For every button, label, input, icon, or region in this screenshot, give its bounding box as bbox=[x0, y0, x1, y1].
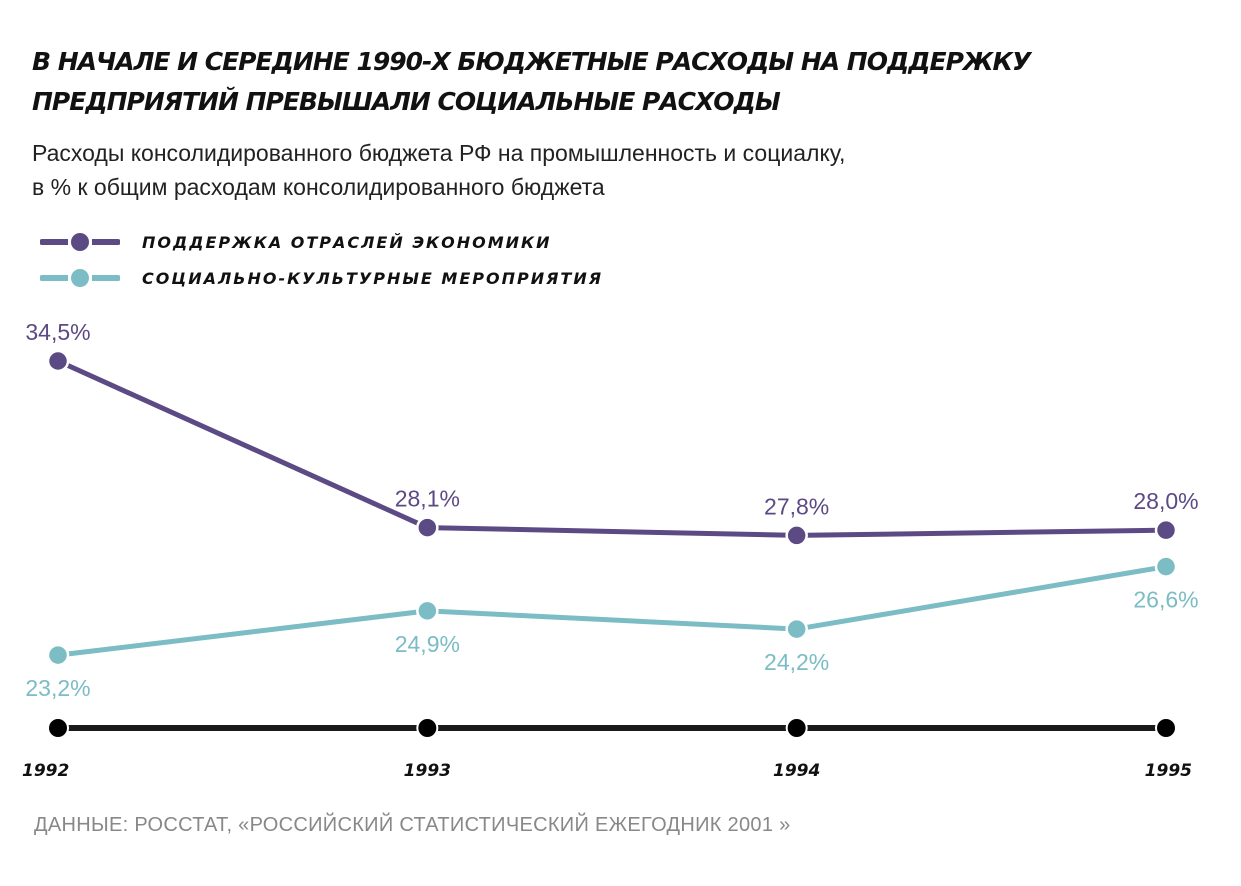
chart-title: В начале и середине 1990-х бюджетные рас… bbox=[32, 47, 1031, 116]
x-tick-label: 1993 bbox=[404, 761, 451, 781]
data-label: 28,1% bbox=[395, 486, 460, 512]
data-label: 23,2% bbox=[25, 675, 90, 701]
legend-label-social: СОЦИАЛЬНО-КУЛЬТУРНЫЕ МЕРОПРИЯТИЯ bbox=[142, 268, 604, 288]
legend-marker-economy-icon bbox=[40, 233, 120, 251]
data-label: 27,8% bbox=[764, 493, 829, 519]
subtitle-line-2: в % к общим расходам консолидированного … bbox=[32, 174, 605, 200]
legend-item-economy: ПОДДЕРЖКА ОТРАСЛЕЙ ЭКОНОМИКИ bbox=[40, 230, 552, 254]
legend-marker-social-icon bbox=[40, 269, 120, 287]
x-axis-marker bbox=[47, 717, 69, 739]
x-axis-marker bbox=[416, 717, 439, 739]
data-point bbox=[785, 617, 808, 641]
data-point bbox=[416, 599, 439, 623]
source-note: ДАННЫЕ: РОССТАТ, «РОССИЙСКИЙ СТАТИСТИЧЕС… bbox=[34, 814, 791, 836]
chart-subtitle: Расходы консолидированного бюджета РФ на… bbox=[32, 136, 1182, 204]
data-label: 28,0% bbox=[1133, 488, 1198, 514]
x-axis-marker bbox=[785, 717, 808, 739]
legend-label-economy: ПОДДЕРЖКА ОТРАСЛЕЙ ЭКОНОМИКИ bbox=[142, 232, 552, 252]
data-point bbox=[785, 524, 808, 547]
data-point bbox=[1154, 518, 1178, 542]
data-point bbox=[1154, 555, 1178, 578]
series-line-0 bbox=[56, 358, 1167, 538]
x-tick-label: 1994 bbox=[773, 761, 820, 781]
data-label: 26,6% bbox=[1133, 587, 1198, 613]
data-label: 24,2% bbox=[764, 649, 829, 675]
subtitle-line-1: Расходы консолидированного бюджета РФ на… bbox=[32, 140, 846, 166]
x-tick-label: 1995 bbox=[1145, 761, 1192, 781]
x-tick-label: 1992 bbox=[22, 761, 69, 781]
data-point bbox=[46, 349, 70, 373]
legend-item-social: СОЦИАЛЬНО-КУЛЬТУРНЫЕ МЕРОПРИЯТИЯ bbox=[40, 266, 603, 290]
data-point bbox=[46, 643, 70, 667]
data-point bbox=[416, 516, 439, 539]
data-label: 34,5% bbox=[25, 319, 90, 345]
series-line-1 bbox=[57, 564, 1167, 658]
x-axis-marker bbox=[1155, 717, 1177, 739]
data-label: 24,9% bbox=[395, 631, 460, 657]
